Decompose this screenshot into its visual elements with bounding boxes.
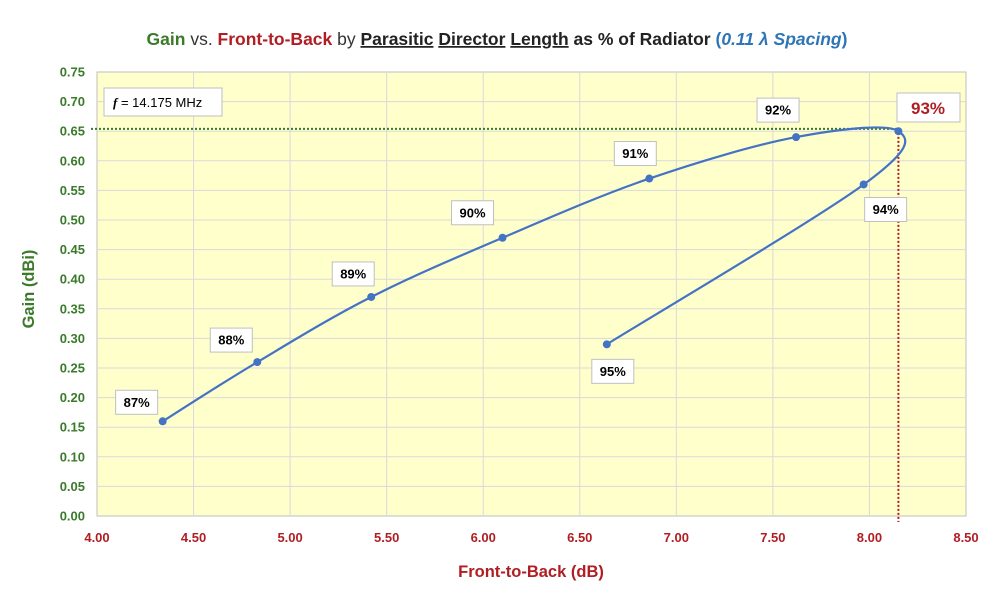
y-tick-label: 0.10 <box>60 449 85 464</box>
y-tick-label: 0.65 <box>60 124 85 139</box>
data-point-marker <box>602 340 611 349</box>
data-point-label: 89% <box>331 261 375 287</box>
y-tick-label: 0.20 <box>60 390 85 405</box>
title-part-9: as % of Radiator <box>569 29 716 49</box>
title-part-6: Director <box>438 29 505 49</box>
data-label-text: 91% <box>622 146 648 161</box>
y-tick-label: 0.40 <box>60 272 85 287</box>
x-tick-label: 7.00 <box>664 530 689 545</box>
y-tick-label: 0.35 <box>60 301 85 316</box>
data-point-label: 95% <box>591 358 635 384</box>
frequency-annotation: f = 14.175 MHz <box>103 87 223 117</box>
y-tick-label: 0.25 <box>60 361 85 376</box>
data-point-label: 87% <box>115 389 159 415</box>
title-part-12: ) <box>842 29 848 49</box>
y-tick-label: 0.05 <box>60 479 85 494</box>
data-label-box <box>756 97 800 123</box>
x-axis-label: Front-to-Back (dB) <box>458 563 604 581</box>
x-tick-label: 6.00 <box>471 530 496 545</box>
data-label-box <box>209 327 253 353</box>
svg-text:f = 14.175 MHz: f = 14.175 MHz <box>113 95 202 110</box>
x-tick-label: 5.00 <box>277 530 302 545</box>
data-point-label: 94% <box>864 196 908 222</box>
title-part-8: Length <box>510 29 568 49</box>
data-label-text: 95% <box>600 364 626 379</box>
y-tick-label: 0.15 <box>60 420 85 435</box>
y-tick-label: 0.45 <box>60 242 85 257</box>
title-part-3: by <box>332 29 360 49</box>
x-tick-label: 5.50 <box>374 530 399 545</box>
x-tick-label: 7.50 <box>760 530 785 545</box>
data-label-box <box>115 389 159 415</box>
x-tick-label: 8.00 <box>857 530 882 545</box>
y-tick-label: 0.30 <box>60 331 85 346</box>
data-point-marker <box>792 133 801 142</box>
frequency-symbol: f <box>113 95 119 110</box>
peak-label: 93% <box>911 99 945 118</box>
data-label-box <box>613 141 657 167</box>
data-label-text: 94% <box>873 202 899 217</box>
y-tick-label: 0.55 <box>60 183 85 198</box>
y-tick-label: 0.00 <box>60 509 85 524</box>
data-label-text: 92% <box>765 103 791 118</box>
peak-annotation: 93% <box>896 92 961 123</box>
chart-title: Gain vs. Front-to-Back by Parasitic Dire… <box>147 29 848 49</box>
y-tick-label: 0.50 <box>60 213 85 228</box>
data-point-marker <box>367 292 376 301</box>
title-part-4: Parasitic <box>360 29 433 49</box>
data-label-box <box>591 358 635 384</box>
y-tick-label: 0.60 <box>60 153 85 168</box>
x-tick-label: 6.50 <box>567 530 592 545</box>
data-label-text: 88% <box>218 333 244 348</box>
data-point-marker <box>498 233 507 242</box>
data-label-text: 90% <box>460 205 486 220</box>
data-point-marker <box>859 180 868 189</box>
x-tick-label: 4.00 <box>84 530 109 545</box>
data-point-marker <box>253 358 262 367</box>
title-part-2: Front-to-Back <box>218 29 333 49</box>
data-label-box <box>451 200 495 226</box>
data-point-marker <box>645 174 654 183</box>
data-point-label: 88% <box>209 327 253 353</box>
frequency-value: = 14.175 MHz <box>117 95 202 110</box>
data-point-marker <box>158 417 167 426</box>
title-part-0: Gain <box>147 29 186 49</box>
title-part-10: ( <box>715 29 721 49</box>
data-label-text: 89% <box>340 266 366 281</box>
data-label-text: 87% <box>124 395 150 410</box>
data-label-box <box>331 261 375 287</box>
x-tick-label: 4.50 <box>181 530 206 545</box>
title-part-11: 0.11 λ Spacing <box>721 29 842 49</box>
plot-area <box>96 71 967 517</box>
data-label-box <box>864 196 908 222</box>
data-point-label: 91% <box>613 141 657 167</box>
y-tick-label: 0.75 <box>60 65 85 80</box>
data-point-label: 92% <box>756 97 800 123</box>
y-axis-label: Gain (dBi) <box>20 250 38 329</box>
title-part-1: vs. <box>185 29 217 49</box>
x-tick-label: 8.50 <box>953 530 978 545</box>
data-point-marker <box>894 127 903 136</box>
y-tick-label: 0.70 <box>60 94 85 109</box>
data-point-label: 90% <box>451 200 495 226</box>
